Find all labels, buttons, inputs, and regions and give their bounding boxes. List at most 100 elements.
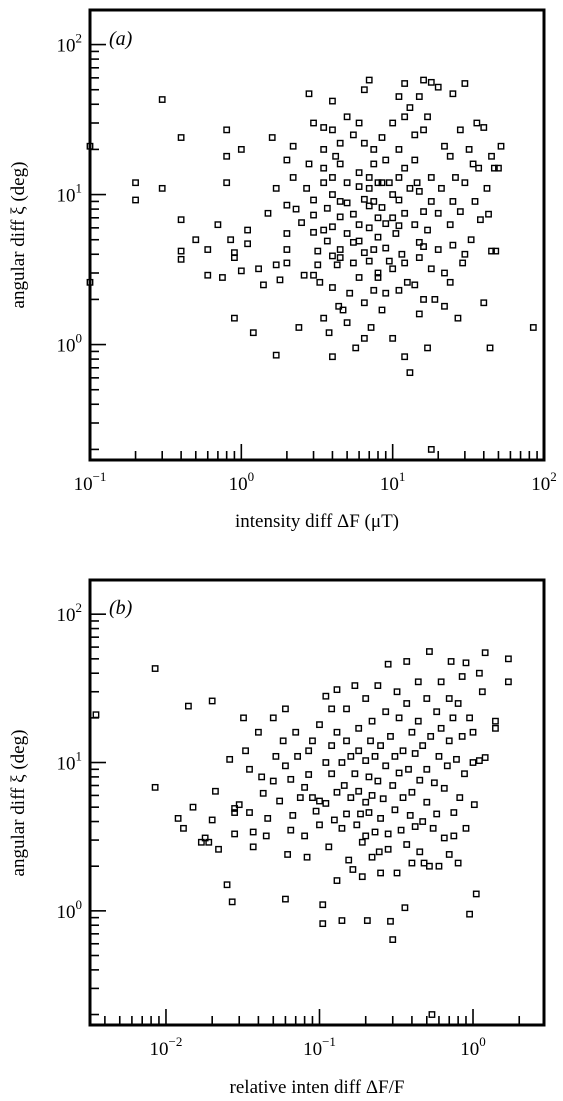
data-point-a — [336, 254, 344, 261]
data-point-b — [343, 810, 350, 818]
data-point-b — [259, 789, 267, 797]
data-point-a — [325, 329, 333, 337]
data-point-a — [374, 179, 382, 187]
data-point-b — [316, 797, 323, 805]
data-point-b — [345, 856, 353, 864]
data-point-b — [333, 728, 341, 736]
data-point-b — [445, 695, 453, 702]
y-tick-exponent-b: 2 — [76, 600, 83, 615]
data-point-a — [456, 126, 464, 134]
data-point-a — [449, 241, 457, 249]
data-point-a — [343, 199, 351, 207]
data-point-b — [401, 904, 409, 912]
data-point-a — [459, 259, 467, 267]
data-point-a — [343, 319, 351, 327]
data-point-a — [411, 221, 419, 229]
data-point-b — [429, 824, 437, 832]
data-point-a — [401, 164, 409, 172]
data-point-a — [486, 344, 494, 352]
data-point-b — [303, 853, 311, 861]
data-point-a — [424, 226, 431, 234]
data-point-a — [420, 126, 427, 134]
data-point-a — [360, 334, 368, 342]
data-point-b — [338, 759, 346, 766]
data-point-a — [335, 302, 343, 310]
data-point-b — [328, 742, 336, 750]
x-tick-exponent-a: 0 — [248, 469, 255, 484]
data-point-b — [282, 705, 289, 713]
data-point-b — [430, 779, 438, 787]
data-point-b — [347, 794, 355, 802]
data-point-a — [323, 204, 331, 212]
data-point-a — [382, 156, 390, 164]
data-point-b — [284, 851, 292, 858]
data-point-a — [406, 184, 414, 192]
data-point-a — [323, 237, 331, 245]
data-point-b — [322, 800, 330, 807]
data-point-b — [462, 824, 470, 832]
data-point-a — [310, 119, 317, 127]
data-point-b — [403, 658, 411, 665]
data-point-a — [343, 230, 351, 237]
data-point-a — [378, 134, 386, 141]
y-tick-exponent-a: 1 — [76, 181, 83, 196]
data-point-b — [340, 782, 348, 789]
data-point-b — [379, 795, 387, 803]
data-point-a — [336, 139, 344, 147]
data-point-b — [466, 910, 473, 918]
data-point-b — [504, 678, 512, 686]
data-point-a — [329, 353, 336, 361]
data-point-b — [269, 714, 277, 722]
data-point-a — [355, 221, 363, 229]
data-point-b — [426, 648, 433, 655]
data-point-b — [228, 898, 236, 906]
x-tick-label-a: 102 — [531, 469, 557, 495]
data-point-a — [329, 191, 336, 198]
data-point-a — [395, 93, 403, 100]
data-point-b — [246, 809, 253, 816]
data-point-b — [208, 816, 216, 824]
data-point-b — [433, 708, 441, 716]
data-point-a — [355, 183, 363, 191]
data-point-a — [268, 134, 276, 141]
data-point-a — [395, 196, 403, 204]
data-point-b — [387, 732, 394, 740]
data-point-a — [434, 83, 442, 91]
data-point-b — [368, 792, 376, 799]
y-axis-label-a: angular diff ξ (deg) — [8, 162, 29, 309]
data-point-a — [365, 202, 373, 210]
data-point-a — [370, 146, 378, 153]
data-point-a — [374, 233, 382, 241]
points-a — [86, 76, 537, 453]
data-point-a — [411, 156, 419, 164]
data-point-b — [205, 838, 213, 846]
data-point-b — [423, 765, 431, 773]
data-point-b — [312, 807, 320, 815]
data-point-b — [475, 757, 483, 765]
data-point-a — [227, 236, 235, 244]
data-point-b — [254, 728, 262, 736]
data-point-a — [204, 271, 212, 279]
data-point-a — [346, 289, 354, 297]
data-point-b — [174, 815, 182, 822]
data-point-a — [223, 126, 231, 134]
data-point-b — [231, 809, 239, 816]
data-point-b — [330, 816, 338, 824]
data-point-a — [231, 249, 238, 257]
data-point-a — [320, 124, 328, 131]
data-point-b — [258, 773, 266, 781]
y-tick-label-b: 100 — [57, 897, 83, 923]
data-point-b — [437, 678, 445, 686]
data-point-b — [416, 776, 424, 784]
data-point-a — [237, 146, 245, 153]
data-point-a — [360, 299, 368, 307]
panel-label-b: (b) — [109, 597, 133, 619]
data-point-b — [328, 705, 336, 713]
data-point-b — [368, 717, 376, 725]
data-point-a — [360, 195, 368, 203]
data-point-b — [351, 682, 359, 690]
data-point-a — [475, 164, 483, 172]
data-point-a — [446, 152, 454, 160]
data-point-a — [237, 267, 245, 275]
data-point-a — [452, 174, 459, 181]
